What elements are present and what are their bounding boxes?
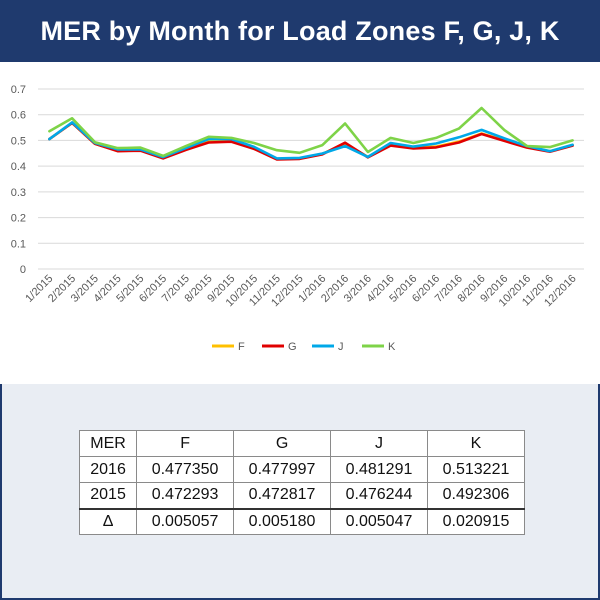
y-tick-label: 0.5 [11, 135, 26, 147]
table-cell: 0.477350 [136, 456, 235, 483]
y-tick-label: 0.3 [11, 187, 26, 199]
table-row-delta: Δ 0.005057 0.005180 0.005047 0.020915 [78, 507, 525, 535]
table-cell: 0.005047 [330, 507, 428, 535]
legend-label-j: J [338, 341, 344, 353]
table-cell: 0.481291 [330, 456, 428, 483]
table-cell: 0.492306 [427, 482, 525, 509]
legend-label-k: K [388, 341, 396, 353]
header-cell: MER [78, 430, 138, 457]
header-cell: K [427, 430, 525, 457]
y-tick-label: 0.2 [11, 213, 26, 225]
page-title: MER by Month for Load Zones F, G, J, K [40, 15, 560, 46]
series-line-k [48, 106, 574, 158]
table-row: 2016 0.477350 0.477997 0.481291 0.513221 [78, 456, 525, 483]
y-tick-label: 0.1 [11, 238, 26, 250]
y-tick-label: 0 [20, 264, 26, 276]
table-cell: 0.005180 [233, 507, 332, 535]
mer-table: MER F G J K 2016 0.477350 0.477997 0.481… [78, 430, 525, 535]
table-row: 2015 0.472293 0.472817 0.476244 0.492306 [78, 482, 525, 509]
table-cell: 0.472817 [233, 482, 332, 509]
table-cell: 0.477997 [233, 456, 332, 483]
table-cell: 0.020915 [427, 507, 525, 535]
y-tick-label: 0.7 [11, 84, 26, 96]
table-cell: 0.005057 [136, 507, 235, 535]
table-cell: 0.476244 [330, 482, 428, 509]
table-cell: Δ [78, 507, 138, 535]
title-banner: MER by Month for Load Zones F, G, J, K [0, 0, 600, 62]
header-cell: J [330, 430, 428, 457]
table-cell: 0.513221 [427, 456, 525, 483]
series-line-j [48, 121, 574, 160]
series-line-g [48, 121, 574, 161]
header-cell: F [136, 430, 235, 457]
chart-area: 0 0.1 0.2 0.3 0.4 0.5 0.6 0.7 1/2015 2/2015 3/2015… [0, 62, 600, 384]
table-cell: 0.472293 [136, 482, 235, 509]
table-cell: 2016 [78, 456, 138, 483]
y-tick-label: 0.6 [11, 110, 26, 122]
mer-line-chart: 00.10.20.30.40.50.60.71/20152/20153/2015… [11, 84, 584, 353]
header-cell: G [233, 430, 332, 457]
y-tick-label: 0.4 [11, 161, 26, 173]
table-header-row: MER F G J K [78, 430, 525, 457]
legend-label-g: G [288, 341, 297, 353]
table-cell: 2015 [78, 482, 138, 509]
legend-label-f: F [238, 341, 245, 353]
